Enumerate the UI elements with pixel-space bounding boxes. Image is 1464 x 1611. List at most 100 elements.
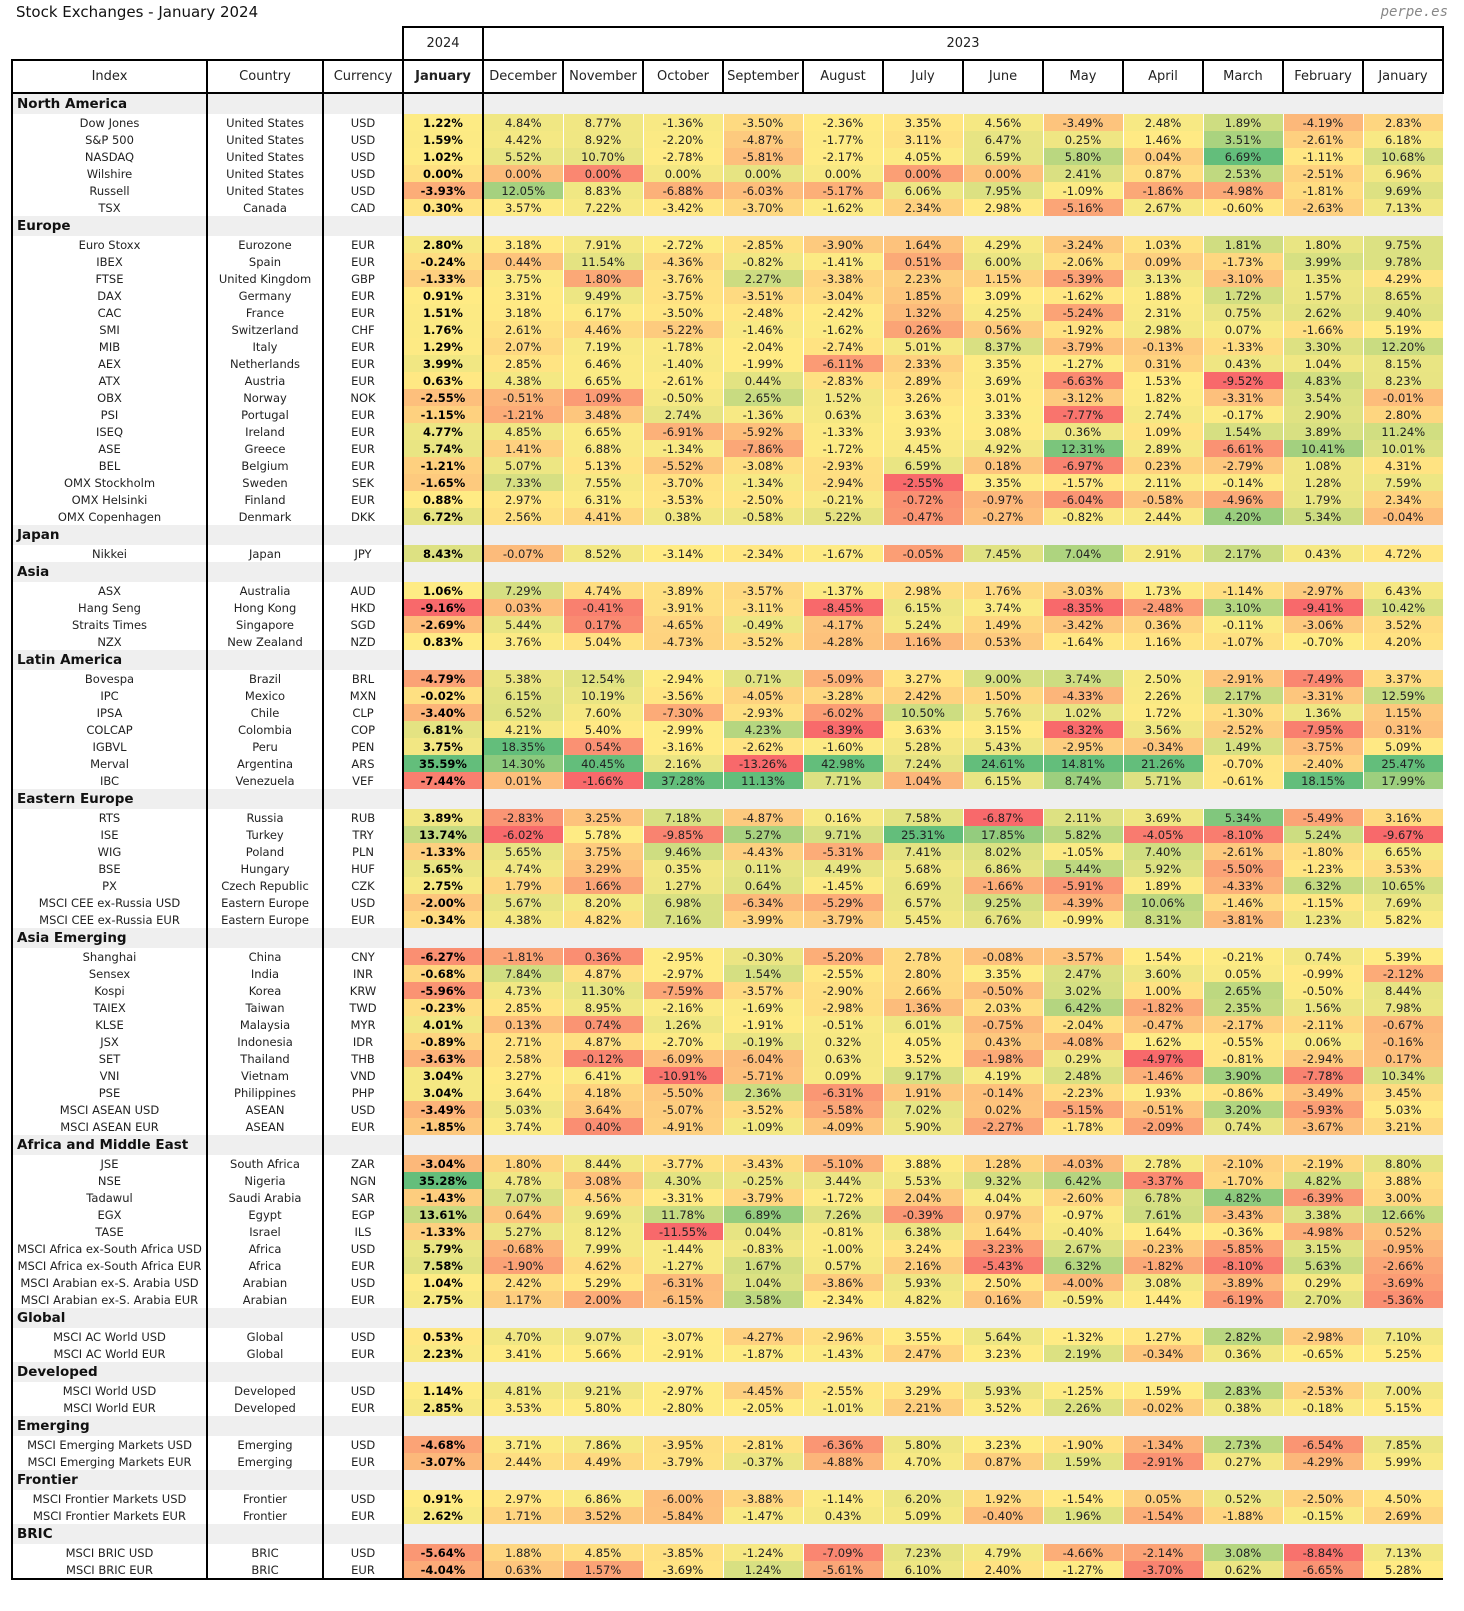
column-header-currency[interactable]: Currency — [322, 59, 404, 94]
return-cell-january: 9.78% — [1362, 253, 1443, 270]
group-cell — [1043, 1470, 1123, 1490]
group-cell — [483, 1470, 563, 1490]
column-header-november[interactable]: November — [562, 59, 644, 94]
return-cell-august: -5.61% — [802, 1561, 883, 1580]
table-row: JSE South Africa ZAR -3.04% 1.80% 8.44% -3.77%… — [11, 1155, 1443, 1172]
group-cell — [963, 1416, 1043, 1436]
index-name: KLSE — [11, 1016, 208, 1033]
return-cell-march: -3.89% — [1202, 1274, 1283, 1291]
return-cell-january: 5.99% — [1362, 1453, 1443, 1470]
column-header-september[interactable]: September — [722, 59, 804, 94]
group-cell — [1123, 1470, 1203, 1490]
return-cell-december: 3.74% — [482, 1118, 563, 1135]
group-cell — [402, 1524, 484, 1544]
return-cell-january: 2.23% — [402, 1345, 484, 1362]
return-cell-february: 3.89% — [1282, 423, 1363, 440]
country: United States — [206, 148, 324, 165]
return-cell-september: -7.86% — [722, 440, 803, 457]
return-cell-june: 1.15% — [962, 270, 1043, 287]
return-cell-march: -1.88% — [1202, 1507, 1283, 1524]
return-cell-march: -2.10% — [1202, 1155, 1283, 1172]
return-cell-january: 7.69% — [1362, 894, 1443, 911]
column-header-march[interactable]: March — [1202, 59, 1284, 94]
group-cell — [1203, 216, 1283, 236]
return-cell-june: 1.49% — [962, 616, 1043, 633]
return-cell-january: 12.20% — [1362, 338, 1443, 355]
return-cell-december: 2.44% — [482, 1453, 563, 1470]
column-header-country[interactable]: Country — [206, 59, 324, 94]
column-header-october[interactable]: October — [642, 59, 724, 94]
group-cell — [402, 1135, 484, 1155]
group-cell — [322, 1416, 404, 1436]
column-header-may[interactable]: May — [1042, 59, 1124, 94]
column-header-january-2024[interactable]: January — [402, 59, 484, 94]
group-cell — [643, 1416, 723, 1436]
group-cell — [483, 1135, 563, 1155]
return-cell-january: -4.79% — [402, 670, 484, 687]
return-cell-july: -0.05% — [882, 545, 963, 562]
group-cell — [803, 650, 883, 670]
return-cell-august: -5.31% — [802, 843, 883, 860]
return-cell-october: -3.53% — [642, 491, 723, 508]
group-cell — [1203, 1135, 1283, 1155]
return-cell-march: -8.10% — [1202, 826, 1283, 843]
group-cell — [1203, 93, 1283, 114]
index-name: NZX — [11, 633, 208, 650]
return-cell-may: -1.54% — [1042, 1490, 1123, 1507]
return-cell-february: 1.80% — [1282, 236, 1363, 253]
return-cell-october: -2.97% — [642, 965, 723, 982]
group-cell — [1203, 789, 1283, 809]
index-name: Dow Jones — [11, 114, 208, 131]
column-header-december[interactable]: December — [482, 59, 564, 94]
column-header-february[interactable]: February — [1282, 59, 1364, 94]
group-cell — [563, 1416, 643, 1436]
group-cell — [206, 525, 324, 545]
column-header-august[interactable]: August — [802, 59, 884, 94]
column-header-january-2023[interactable]: January — [1362, 59, 1444, 94]
return-cell-may: -1.92% — [1042, 321, 1123, 338]
index-name: EGX — [11, 1206, 208, 1223]
return-cell-october: -2.99% — [642, 721, 723, 738]
return-cell-march: -3.31% — [1202, 389, 1283, 406]
index-name: MSCI Emerging Markets USD — [11, 1436, 208, 1453]
return-cell-january: 2.69% — [1362, 1507, 1443, 1524]
currency: USD — [322, 894, 404, 911]
return-cell-november: 11.30% — [562, 982, 643, 999]
return-cell-october: -2.91% — [642, 1345, 723, 1362]
currency: EUR — [322, 1118, 404, 1135]
return-cell-february: 1.28% — [1282, 474, 1363, 491]
return-cell-january: 6.43% — [1362, 582, 1443, 599]
group-name: Asia — [11, 562, 208, 582]
return-cell-january: 8.23% — [1362, 372, 1443, 389]
column-header-index[interactable]: Index — [11, 59, 208, 94]
group-cell — [1043, 928, 1123, 948]
return-cell-may: -4.00% — [1042, 1274, 1123, 1291]
return-cell-february: 3.99% — [1282, 253, 1363, 270]
return-cell-december: 0.01% — [482, 772, 563, 789]
column-header-july[interactable]: July — [882, 59, 964, 94]
return-cell-august: -1.14% — [802, 1490, 883, 1507]
table-row: JSX Indonesia IDR -0.89% 2.71% 4.87% -2.70% -0.… — [11, 1033, 1443, 1050]
return-cell-november: 8.44% — [562, 1155, 643, 1172]
return-cell-january: 3.37% — [1362, 670, 1443, 687]
return-cell-february: -3.49% — [1282, 1084, 1363, 1101]
return-cell-august: -1.33% — [802, 423, 883, 440]
return-cell-november: 4.46% — [562, 321, 643, 338]
return-cell-april: 7.40% — [1122, 843, 1203, 860]
return-cell-april: -1.46% — [1122, 1067, 1203, 1084]
table-row: KLSE Malaysia MYR 4.01% 0.13% 0.74% 1.26% -1.91… — [11, 1016, 1443, 1033]
return-cell-march: 4.82% — [1202, 1189, 1283, 1206]
column-header-april[interactable]: April — [1122, 59, 1204, 94]
column-header-june[interactable]: June — [962, 59, 1044, 94]
return-cell-december: 2.85% — [482, 355, 563, 372]
group-cell — [1363, 562, 1443, 582]
return-cell-november: 4.49% — [562, 1453, 643, 1470]
return-cell-march: -2.17% — [1202, 1016, 1283, 1033]
return-cell-january: 6.18% — [1362, 131, 1443, 148]
return-cell-february: -6.39% — [1282, 1189, 1363, 1206]
return-cell-march: 2.35% — [1202, 999, 1283, 1016]
return-cell-may: -6.63% — [1042, 372, 1123, 389]
group-cell — [803, 1135, 883, 1155]
country: ASEAN — [206, 1118, 324, 1135]
group-cell — [1283, 562, 1363, 582]
